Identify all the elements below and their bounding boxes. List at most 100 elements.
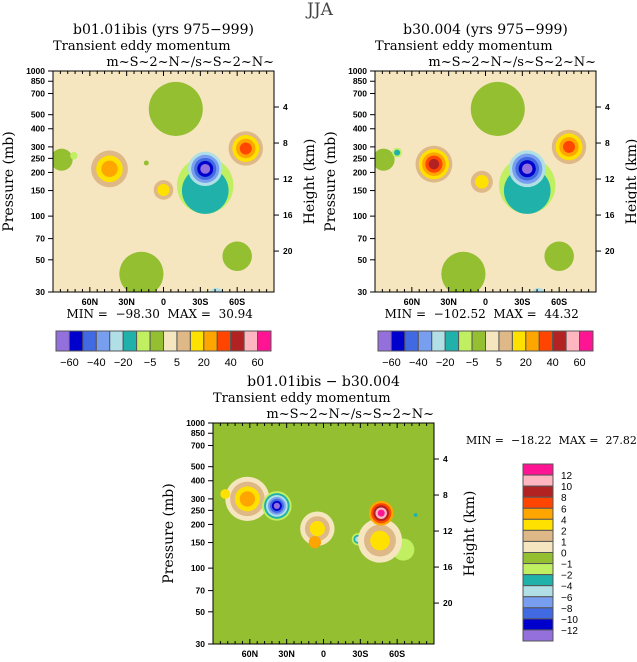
y2-tick-label: 16 xyxy=(443,562,453,572)
colorbar-box xyxy=(522,574,554,587)
colorbar-box xyxy=(522,485,554,498)
x-tick-label: 30N xyxy=(440,297,457,307)
colorbar-box xyxy=(431,330,446,352)
y-tick-label: 250 xyxy=(191,505,205,515)
colorbar-box xyxy=(243,330,259,352)
colorbar-box xyxy=(257,330,272,352)
colorbar-label: −12 xyxy=(561,626,578,637)
readout-min-label: MIN = xyxy=(66,307,107,321)
colorbar-box xyxy=(552,330,567,352)
y2-tick-label: 4 xyxy=(443,454,448,464)
contour-fill xyxy=(413,513,418,517)
x-tick-label: 30S xyxy=(352,649,368,659)
colorbar-label: 5 xyxy=(496,357,502,369)
colorbar-label: −20 xyxy=(436,357,455,369)
contour-fill xyxy=(143,160,149,166)
contour-fill xyxy=(375,148,395,171)
y-tick-label: 50 xyxy=(196,607,206,617)
colorbar-box xyxy=(522,507,554,520)
y2-tick-label: 20 xyxy=(443,598,453,608)
readout-min: −98.30 xyxy=(115,307,159,321)
figure-title: JJA xyxy=(305,0,334,20)
y-tick-label: 250 xyxy=(31,153,45,163)
colorbar-label: 1 xyxy=(561,537,567,548)
x-tick-label: 30N xyxy=(118,297,135,307)
contour-fill xyxy=(531,287,545,292)
readout-max-label: MAX = xyxy=(559,434,599,447)
y-tick-label: 50 xyxy=(358,255,368,265)
y2-tick-label: 8 xyxy=(443,490,448,500)
colorbar-box xyxy=(579,330,594,352)
y-tick-label: 150 xyxy=(31,186,45,196)
colorbar-box xyxy=(189,330,205,352)
contour-fill xyxy=(370,530,390,551)
colorbar-box xyxy=(149,330,164,352)
y-tick-label: 400 xyxy=(191,476,205,486)
x-tick-label: 30S xyxy=(514,297,530,307)
y-tick-label: 200 xyxy=(191,519,205,529)
contour-fill xyxy=(222,241,252,271)
colorbar-box xyxy=(522,463,554,476)
min-max-readout: MIN = −102.52 MAX = 44.32 xyxy=(385,307,587,321)
contour-fill xyxy=(53,148,73,171)
colorbar-box xyxy=(390,330,406,352)
panel-subtitle-left: Transient eddy momentum xyxy=(213,391,391,406)
panel-title: b30.004 (yrs 975−999) xyxy=(403,22,568,38)
y-tick-label: 400 xyxy=(353,124,367,134)
colorbar-label: −5 xyxy=(466,357,479,369)
readout-max-label: MAX = xyxy=(168,307,211,321)
colorbar-label: 40 xyxy=(547,357,559,369)
y-tick-label: 70 xyxy=(358,234,368,244)
y-tick-label: 70 xyxy=(36,234,46,244)
readout-min-label: MIN = xyxy=(466,434,504,447)
colorbar-label: 6 xyxy=(561,504,567,515)
contour-fill xyxy=(394,149,401,156)
readout-max-label: MAX = xyxy=(493,307,536,321)
panel-title: b01.01ibis (yrs 975−999) xyxy=(73,22,254,38)
y-tick-label: 70 xyxy=(196,586,206,596)
contour-field xyxy=(213,423,434,644)
y2-axis-title: Height (km) xyxy=(302,139,318,225)
y2-tick-label: 12 xyxy=(283,174,293,184)
colorbar-box xyxy=(176,330,191,352)
y2-tick-label: 8 xyxy=(605,138,610,148)
contour-fill xyxy=(441,251,486,292)
colorbar: −60 −40 −20 −5 5 20 40 60 xyxy=(55,330,272,369)
contour-fill xyxy=(209,287,223,292)
contour-field xyxy=(375,71,596,292)
contour-fill xyxy=(200,163,211,174)
y-tick-label: 30 xyxy=(36,287,46,297)
y2-axis-title: Height (km) xyxy=(624,139,637,225)
readout-min-label: MIN = xyxy=(385,307,426,321)
colorbar-box xyxy=(525,330,540,352)
contour-fill xyxy=(148,81,203,136)
y-tick-label: 200 xyxy=(353,167,367,177)
colorbar-label: 12 xyxy=(561,471,573,482)
colorbar: −60 −40 −20 −5 5 20 40 60 xyxy=(377,330,594,369)
colorbar-box xyxy=(458,330,473,352)
y-tick-label: 200 xyxy=(31,167,45,177)
contour-fill xyxy=(428,158,440,170)
x-tick-label: 0 xyxy=(483,297,488,307)
colorbar-box xyxy=(417,330,433,352)
colorbar-label: −5 xyxy=(144,357,157,369)
contour-fill xyxy=(563,140,575,153)
x-tick-label: 0 xyxy=(161,297,166,307)
colorbar-label: −6 xyxy=(561,593,573,604)
y-tick-label: 250 xyxy=(353,153,367,163)
y2-tick-label: 20 xyxy=(605,246,615,256)
colorbar-label: −60 xyxy=(60,357,79,369)
colorbar-box xyxy=(377,330,392,352)
colorbar-box xyxy=(136,330,151,352)
colorbar-label: 60 xyxy=(251,357,263,369)
x-tick-label: 60S xyxy=(229,297,245,307)
y2-tick-label: 16 xyxy=(605,210,615,220)
colorbar-box xyxy=(68,330,84,352)
colorbar-label: −20 xyxy=(114,357,133,369)
y-tick-label: 700 xyxy=(191,440,205,450)
colorbar-label: 20 xyxy=(520,357,532,369)
